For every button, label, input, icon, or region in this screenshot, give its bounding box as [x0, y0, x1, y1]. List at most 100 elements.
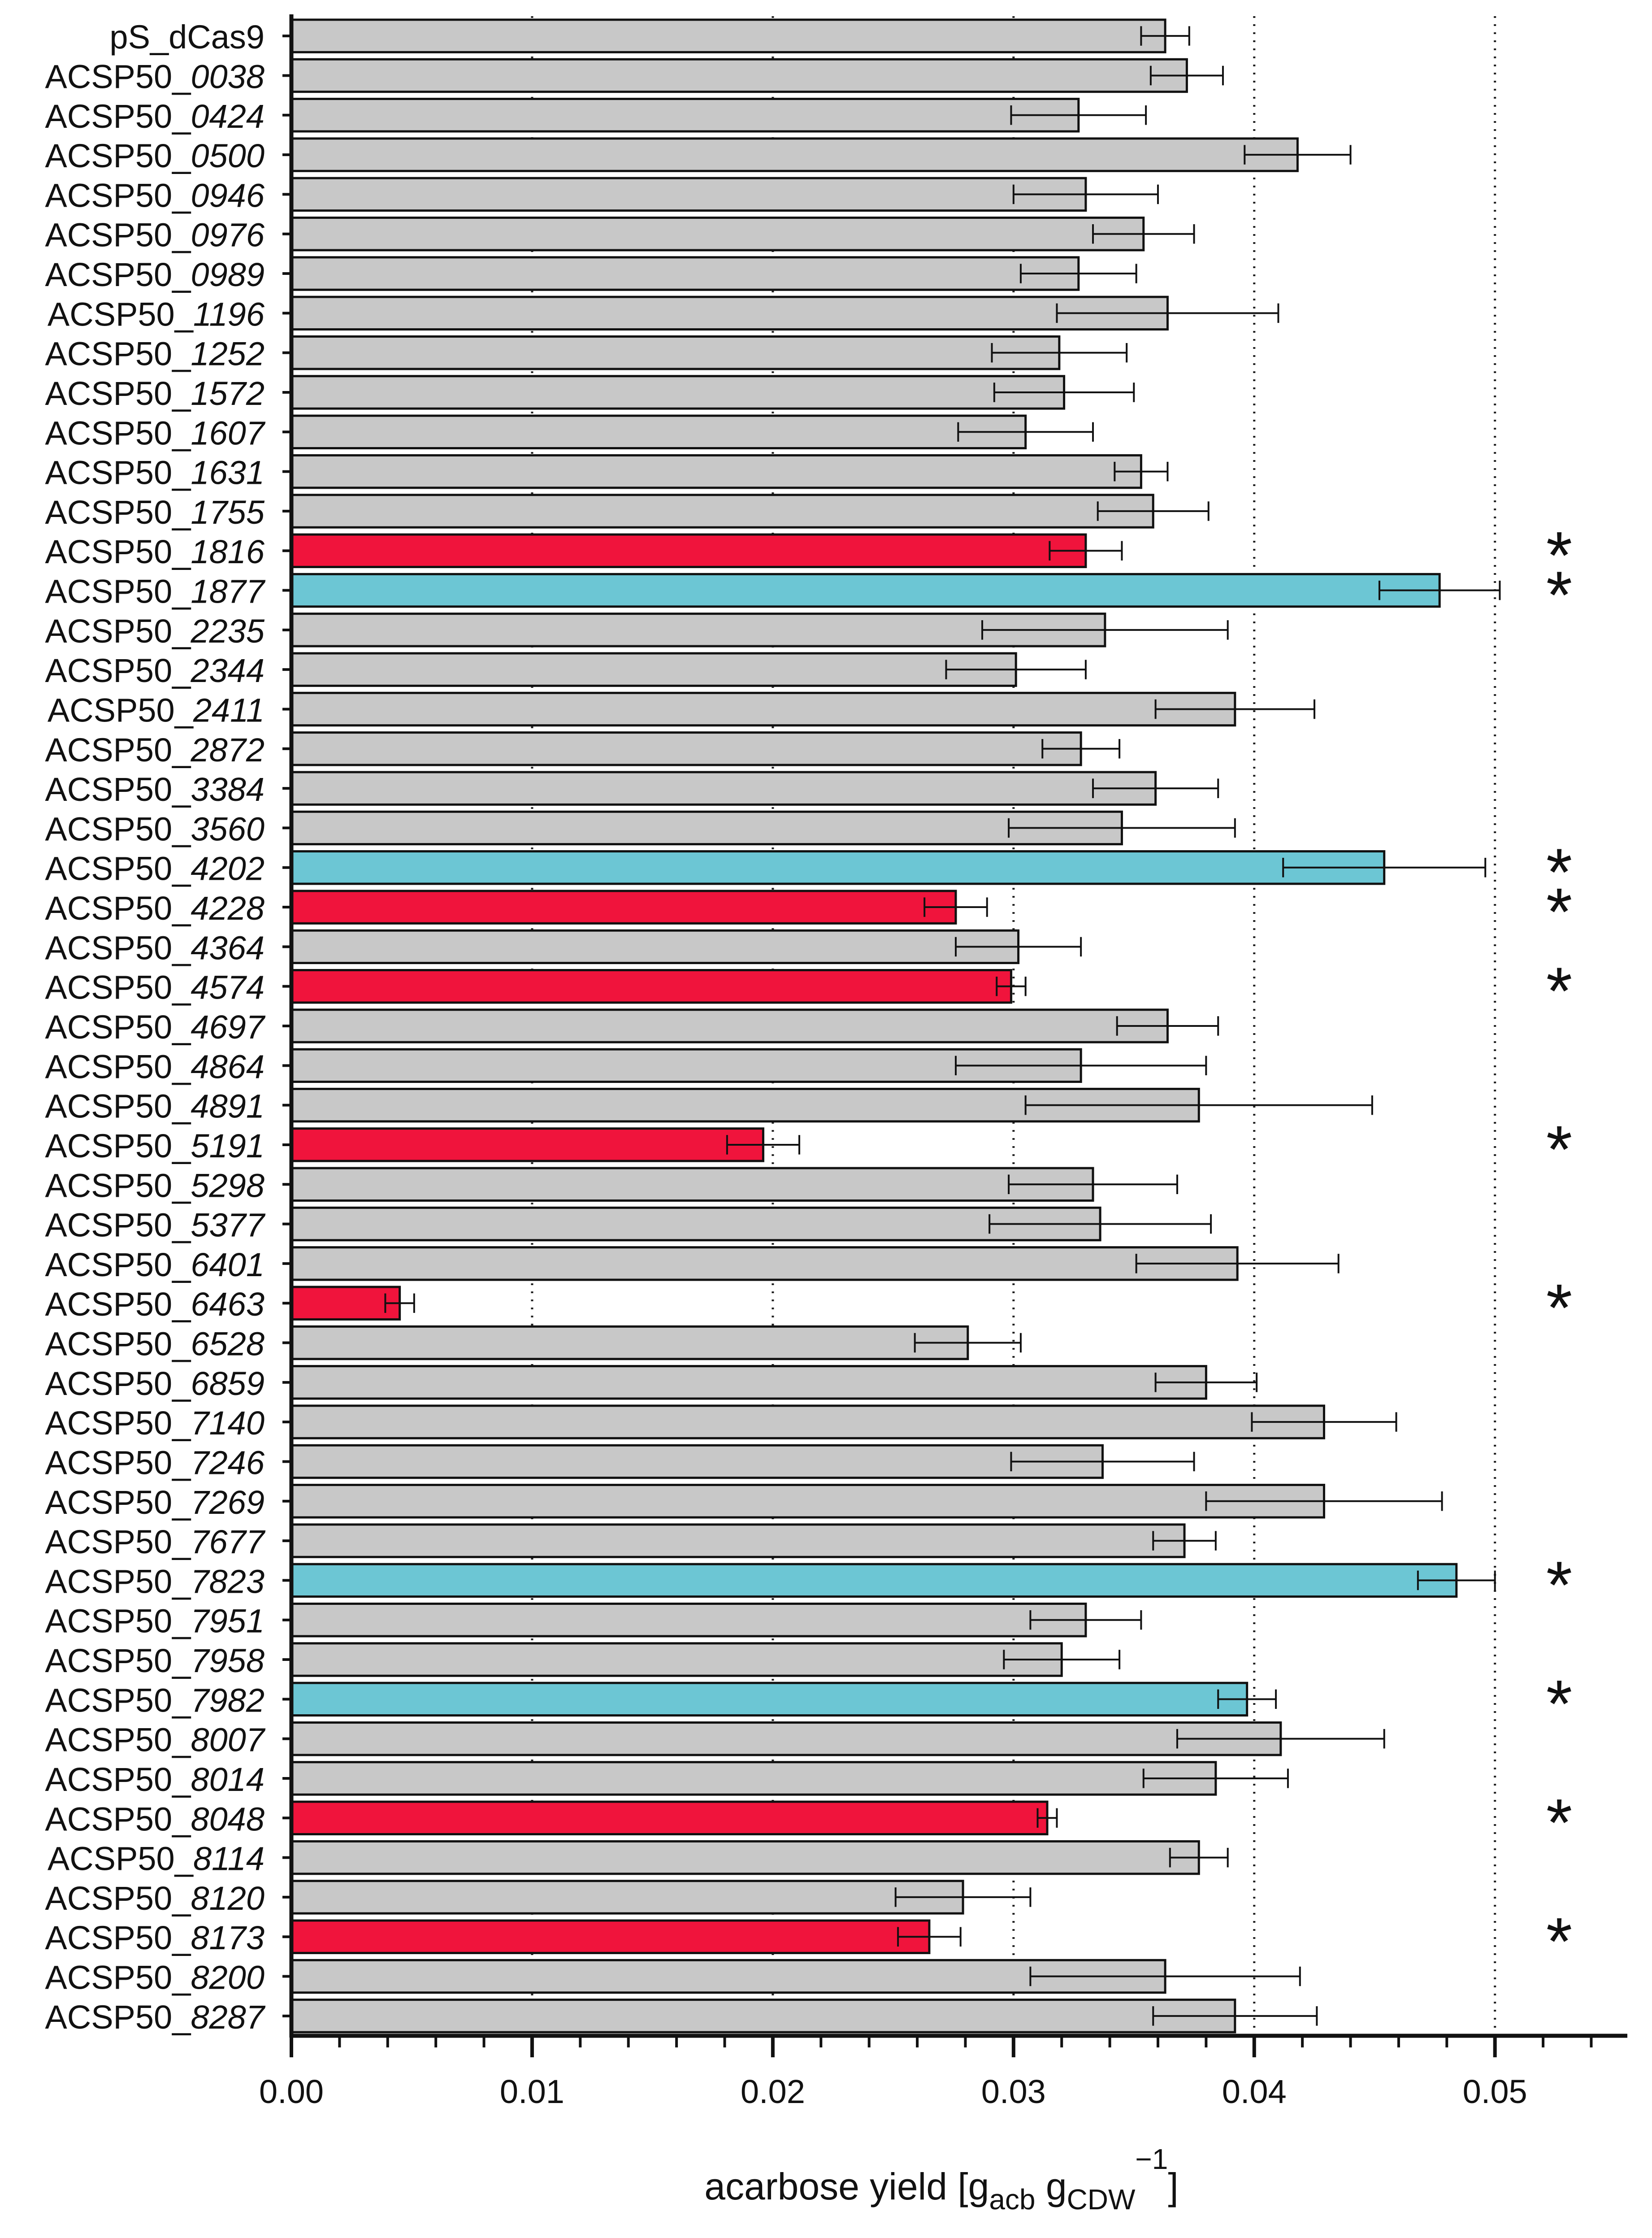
category-label-7823: ACSP50_7823	[45, 1563, 264, 1600]
bar-6463	[290, 1286, 401, 1321]
category-label-8014: ACSP50_8014	[45, 1761, 264, 1798]
significance-marker-5191: *	[1546, 1112, 1572, 1187]
bar-3560	[290, 810, 1123, 846]
category-label-prefix: ACSP50_	[45, 731, 191, 769]
category-label-prefix: ACSP50_	[45, 494, 191, 531]
category-label-prefix: ACSP50_	[45, 217, 191, 254]
category-label-8287: ACSP50_8287	[45, 1999, 265, 2036]
significance-marker-4574: *	[1546, 953, 1572, 1029]
category-label-suffix: 1252	[191, 335, 264, 373]
category-label-5298: ACSP50_5298	[45, 1167, 264, 1204]
category-label-suffix: 6463	[191, 1286, 264, 1323]
category-label-prefix: ACSP50_	[45, 1404, 191, 1442]
category-label-suffix: 0989	[191, 256, 264, 293]
bar-7958	[290, 1642, 1063, 1677]
bar-7246	[290, 1444, 1104, 1479]
bar-4364	[290, 929, 1020, 965]
category-label-prefix: ACSP50_	[45, 414, 191, 452]
significance-marker-8048: *	[1546, 1785, 1572, 1860]
category-label-prefix: ACSP50_	[45, 1880, 191, 1917]
category-label-8200: ACSP50_8200	[45, 1959, 264, 1996]
category-label-prefix: ACSP50_	[45, 58, 191, 95]
significance-marker-4228: *	[1546, 874, 1572, 949]
category-label-suffix: 2411	[193, 691, 264, 729]
category-label-8048: ACSP50_8048	[45, 1800, 264, 1838]
category-label-prefix: ACSP50_	[45, 1207, 191, 1244]
category-label-suffix: 4891	[191, 1088, 264, 1125]
category-label-suffix: 8287	[191, 1999, 265, 2036]
category-label-5191: ACSP50_5191	[45, 1127, 264, 1165]
category-label-3384: ACSP50_3384	[45, 771, 264, 808]
category-label-prefix: ACSP50_	[45, 1484, 191, 1521]
category-label-4891: ACSP50_4891	[45, 1088, 264, 1125]
significance-marker-7982: *	[1546, 1666, 1572, 1741]
bar-0976	[290, 217, 1145, 252]
category-label-0946: ACSP50_0946	[45, 177, 264, 214]
category-label-prefix: ACSP50_	[45, 335, 191, 373]
category-label-prefix: ACSP50_	[45, 533, 191, 570]
category-label-suffix: 7677	[191, 1523, 265, 1560]
category-label-suffix: 4864	[191, 1048, 264, 1085]
category-label-suffix: 7958	[191, 1642, 264, 1679]
bar-1631	[290, 454, 1142, 489]
bar-1196	[290, 296, 1169, 331]
category-label-suffix: 7982	[191, 1682, 264, 1719]
category-label-suffix: 3384	[191, 771, 264, 808]
bar-5298	[290, 1167, 1094, 1202]
category-label-pS_dCas9: pS_dCas9	[109, 18, 264, 56]
x-axis-title-sup: −1	[1135, 2143, 1168, 2175]
category-label-suffix: 1816	[191, 533, 264, 570]
category-label-suffix: 2344	[190, 652, 264, 689]
category-label-7982: ACSP50_7982	[45, 1682, 264, 1719]
x-tick-label-3: 0.03	[981, 2073, 1046, 2110]
category-label-prefix: ACSP50_	[45, 137, 191, 174]
significance-marker-8173: *	[1546, 1903, 1572, 1979]
category-label-suffix: 8007	[191, 1721, 265, 1759]
category-label-suffix: 1196	[193, 296, 265, 333]
category-labels: pS_dCas9ACSP50_0038ACSP50_0424ACSP50_050…	[45, 18, 291, 2036]
bar-0424	[290, 98, 1080, 133]
category-label-suffix: 7269	[191, 1484, 264, 1521]
category-label-suffix: 7140	[191, 1404, 264, 1442]
category-label-prefix: ACSP50_	[45, 1286, 191, 1323]
significance-marker-1816: *	[1546, 517, 1572, 593]
category-label-prefix: ACSP50_	[45, 1523, 191, 1560]
category-label-1631: ACSP50_1631	[45, 454, 264, 491]
bar-8048	[290, 1800, 1049, 1835]
category-label-8114: ACSP50_8114	[48, 1840, 264, 1877]
category-label-prefix: ACSP50_	[45, 1365, 191, 1402]
bar-pS_dCas9	[290, 18, 1166, 53]
category-label-0500: ACSP50_0500	[45, 137, 264, 174]
category-label-6859: ACSP50_6859	[45, 1365, 264, 1402]
category-label-suffix: 5377	[191, 1207, 265, 1244]
category-label-prefix: ACSP50_	[45, 613, 191, 650]
category-label-suffix: 8014	[191, 1761, 264, 1798]
category-label-7140: ACSP50_7140	[45, 1404, 264, 1442]
x-axis-title: acarbose yield [gacb gCDW −1]	[704, 2143, 1178, 2216]
significance-marker-1877: *	[1546, 557, 1572, 633]
bar-0946	[290, 177, 1087, 212]
category-label-prefix: ACSP50_	[45, 1167, 191, 1204]
category-label-prefix: ACSP50_	[45, 1127, 191, 1165]
category-label-suffix: 8120	[191, 1880, 264, 1917]
category-label-3560: ACSP50_3560	[45, 810, 264, 847]
category-label-4697: ACSP50_4697	[45, 1008, 265, 1046]
category-label-7951: ACSP50_7951	[45, 1603, 264, 1640]
bar-4574	[290, 969, 1012, 1004]
category-label-1607: ACSP50_1607	[45, 414, 265, 452]
category-label-prefix: ACSP50_	[45, 375, 191, 412]
significance-marker-4202: *	[1546, 834, 1572, 910]
category-label-7246: ACSP50_7246	[45, 1444, 264, 1481]
category-label-prefix: ACSP50_	[45, 771, 191, 808]
bar-7982	[290, 1682, 1249, 1717]
category-label-suffix: 1631	[191, 454, 264, 491]
category-label-suffix: 7246	[191, 1444, 264, 1481]
category-label-prefix: ACSP50_	[45, 1088, 191, 1125]
category-label-prefix: ACSP50_	[48, 296, 194, 333]
category-label-prefix: ACSP50_	[45, 1008, 191, 1046]
category-label-suffix: 0976	[191, 217, 264, 254]
category-label-prefix: ACSP50_	[45, 1642, 191, 1679]
category-label-prefix: ACSP50_	[48, 1840, 194, 1877]
category-label-0038: ACSP50_0038	[45, 58, 264, 95]
